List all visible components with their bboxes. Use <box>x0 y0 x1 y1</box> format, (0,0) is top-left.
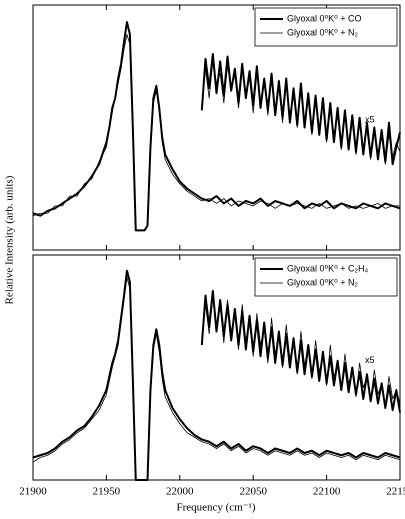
spectrum-line <box>32 277 401 481</box>
legend-box <box>254 7 398 47</box>
legend-label: Glyoxal 0⁰K⁰ + N₂ <box>287 27 358 37</box>
spectrum-line <box>201 297 401 407</box>
legend-label: Glyoxal 0⁰K⁰ + C₂H₄ <box>287 263 368 273</box>
x-tick-label: 22150 <box>386 486 405 498</box>
spectrum-line <box>200 290 401 413</box>
x-tick-label: 21950 <box>93 486 121 498</box>
legend-label: Glyoxal 0⁰K⁰ + N₂ <box>287 277 358 287</box>
plot-frame <box>32 254 401 481</box>
x-tick-label: 22050 <box>239 486 267 498</box>
spectrum-line <box>201 60 401 165</box>
x-tick-label: 22100 <box>313 486 341 498</box>
x-tick-label: 21900 <box>19 486 47 498</box>
x-tick-label: 22000 <box>166 486 194 498</box>
spectrum-line <box>32 34 400 231</box>
y-axis-label: Relative Intensity (arb. units) <box>4 175 16 304</box>
scale-annotation: x5 <box>365 115 375 125</box>
spectrum-line <box>32 21 401 232</box>
x-axis-label: Frequency (cm⁻¹) <box>176 502 255 514</box>
scale-annotation: x5 <box>365 355 375 365</box>
legend-label: Glyoxal 0⁰K⁰ + CO <box>287 13 362 23</box>
plot-frame <box>32 4 401 251</box>
legend-box <box>254 257 398 297</box>
spectrum-line <box>32 269 401 481</box>
spectrum-line <box>200 53 401 166</box>
